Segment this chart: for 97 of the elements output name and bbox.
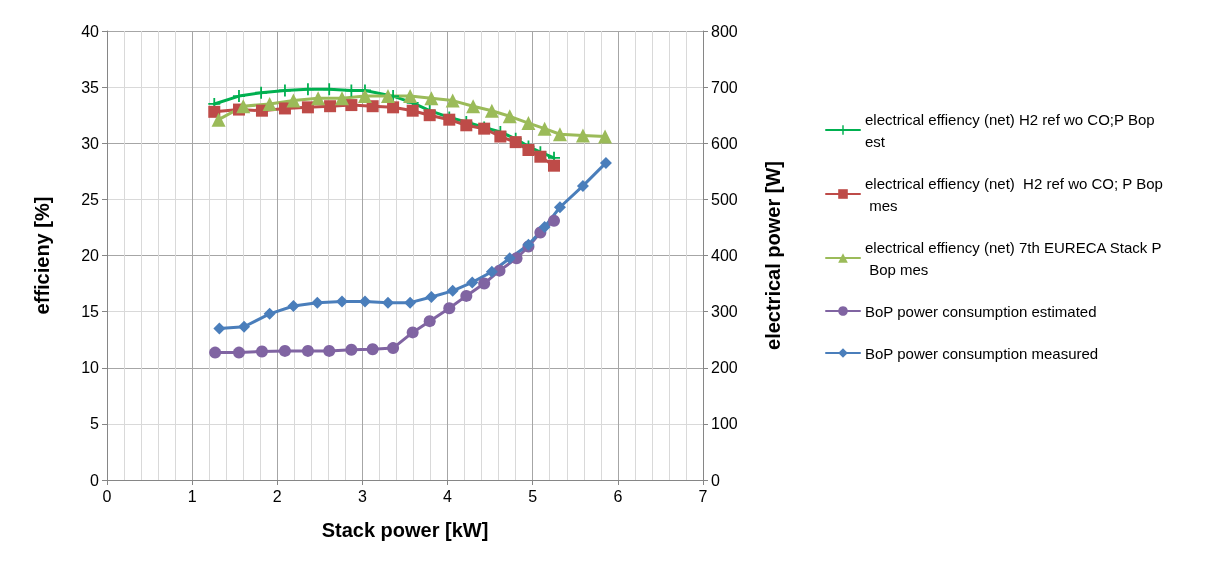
y-tick-label: 30	[81, 134, 100, 152]
point	[324, 100, 337, 113]
point	[521, 116, 536, 131]
point	[232, 346, 245, 359]
legend-label: BoP power consumption measured	[865, 344, 1099, 362]
point	[213, 322, 226, 335]
point	[403, 89, 418, 104]
point	[552, 127, 567, 142]
y-axis-title: efficieny [%]	[31, 196, 53, 315]
point	[534, 150, 547, 163]
y2-axis-title: electrical power [W]	[762, 161, 784, 350]
point	[345, 343, 358, 356]
point	[503, 252, 516, 265]
point	[366, 343, 379, 356]
point	[509, 136, 522, 149]
point	[406, 104, 419, 117]
y2-tick-label: 600	[711, 134, 738, 152]
legend-label: BoP power consumption estimated	[865, 302, 1097, 320]
legend-label: electrical effiency (net) 7th EURECA Stack P Bop mes	[865, 238, 1162, 278]
point	[485, 265, 498, 278]
point	[478, 277, 491, 290]
point	[443, 302, 456, 315]
point	[301, 101, 314, 114]
y-tick-label: 5	[90, 415, 100, 433]
point	[424, 91, 439, 106]
x-tick-label: 1	[187, 487, 197, 505]
point	[366, 100, 379, 113]
point	[387, 342, 400, 355]
x-tick-label: 5	[528, 487, 538, 505]
point	[262, 96, 277, 111]
point	[484, 103, 499, 118]
y2-tick-label: 500	[711, 190, 738, 208]
x-tick-label: 6	[613, 487, 623, 505]
point	[548, 159, 560, 172]
point	[323, 344, 336, 357]
point	[211, 112, 226, 127]
point	[599, 156, 612, 169]
point	[335, 295, 348, 308]
x-tick-label: 3	[357, 487, 367, 505]
x-tick-label: 2	[272, 487, 282, 505]
point	[548, 214, 560, 227]
point	[301, 344, 314, 357]
point	[537, 121, 552, 136]
point	[423, 315, 436, 328]
point	[466, 276, 479, 289]
y-tick-label: 35	[81, 78, 100, 96]
point	[576, 179, 589, 192]
point	[263, 307, 276, 320]
y2-tick-label: 100	[711, 415, 738, 433]
point	[255, 345, 268, 358]
y2-tick-label: 800	[711, 22, 738, 40]
point	[466, 99, 481, 114]
point	[494, 130, 507, 143]
y2-tick-label: 700	[711, 78, 738, 96]
point	[255, 86, 268, 99]
point	[460, 119, 473, 132]
y2-tick-label: 300	[711, 303, 738, 321]
point	[423, 109, 436, 122]
point	[323, 83, 336, 96]
point	[278, 344, 291, 357]
point	[236, 99, 251, 114]
y-tick-label: 20	[81, 247, 100, 264]
point	[502, 109, 517, 124]
y-tick-label: 15	[81, 303, 100, 321]
point	[334, 91, 349, 106]
point	[357, 89, 372, 104]
point	[311, 91, 326, 106]
point	[445, 93, 460, 108]
x-tick-label: 7	[698, 487, 708, 505]
y2-tick-label: 200	[711, 359, 738, 377]
point	[209, 346, 222, 359]
legend-label: electrical effiency (net) H2 ref wo CO; P Bop mes	[865, 174, 1163, 214]
x-tick-label: 4	[443, 487, 453, 505]
point	[460, 289, 473, 302]
legend-label: electrical effiency (net) H2 ref wo CO;P Bop est	[865, 110, 1159, 150]
point	[553, 201, 566, 214]
point	[380, 89, 395, 104]
point	[286, 93, 301, 108]
point	[598, 129, 613, 144]
x-axis-title: Stack power [kW]	[321, 519, 489, 541]
y-tick-label: 25	[81, 190, 100, 208]
x-tick-label: 0	[102, 487, 112, 505]
point	[575, 128, 590, 143]
y2-tick-label: 400	[711, 247, 738, 264]
point	[425, 291, 438, 304]
y2-tick-label: 0	[711, 471, 720, 489]
y-tick-label: 40	[81, 22, 100, 40]
point	[232, 90, 245, 103]
y-tick-label: 10	[81, 359, 100, 377]
point	[238, 320, 251, 333]
point	[446, 284, 459, 297]
point	[287, 300, 300, 313]
point	[406, 326, 419, 339]
point	[538, 220, 551, 233]
point	[404, 296, 417, 309]
point	[208, 105, 221, 118]
y-tick-label: 0	[90, 471, 100, 489]
